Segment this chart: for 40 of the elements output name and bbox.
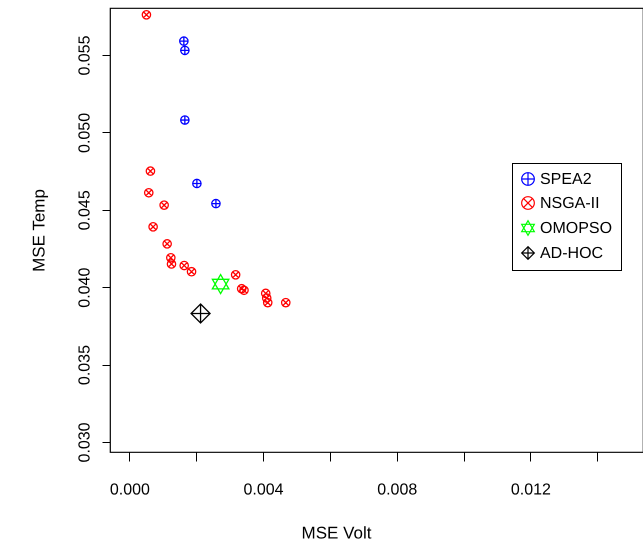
- point: [211, 198, 221, 208]
- legend-label: SPEA2: [540, 171, 592, 188]
- point: [280, 298, 291, 308]
- point: [212, 274, 230, 294]
- x-tick-label: 0.004: [244, 482, 284, 498]
- x-axis-title: MSE Volt: [302, 524, 372, 542]
- point: [236, 284, 246, 294]
- point: [262, 293, 272, 303]
- point: [180, 115, 190, 125]
- point: [239, 285, 249, 296]
- point: [162, 239, 172, 249]
- point: [159, 200, 169, 210]
- point: [148, 222, 158, 232]
- legend-label: NSGA-II: [540, 195, 600, 212]
- point: [262, 298, 273, 308]
- point: [144, 188, 154, 198]
- y-tick-label: 0.030: [76, 422, 94, 462]
- point: [230, 270, 240, 280]
- point: [260, 288, 271, 298]
- point: [146, 166, 156, 176]
- x-tick-label: 0.008: [377, 482, 418, 498]
- point: [179, 260, 190, 270]
- legend-label: OMOPSO: [540, 220, 612, 237]
- y-tick-label: 0.045: [76, 190, 94, 230]
- point: [166, 252, 176, 263]
- y-tick-label: 0.050: [76, 112, 94, 153]
- y-tick-label: 0.035: [76, 344, 94, 386]
- point: [192, 178, 202, 188]
- point: [180, 46, 190, 56]
- y-axis-title: MSE Temp: [30, 189, 48, 272]
- x-tick-label: 0.000: [110, 482, 150, 498]
- point: [142, 10, 152, 20]
- x-tick-label: 0.012: [510, 482, 551, 498]
- point: [186, 266, 196, 277]
- point: [179, 36, 189, 46]
- point: [190, 303, 211, 324]
- y-tick-label: 0.055: [76, 35, 94, 76]
- point: [166, 259, 176, 269]
- y-tick-label: 0.040: [76, 268, 94, 308]
- legend-label: AD-HOC: [540, 245, 604, 262]
